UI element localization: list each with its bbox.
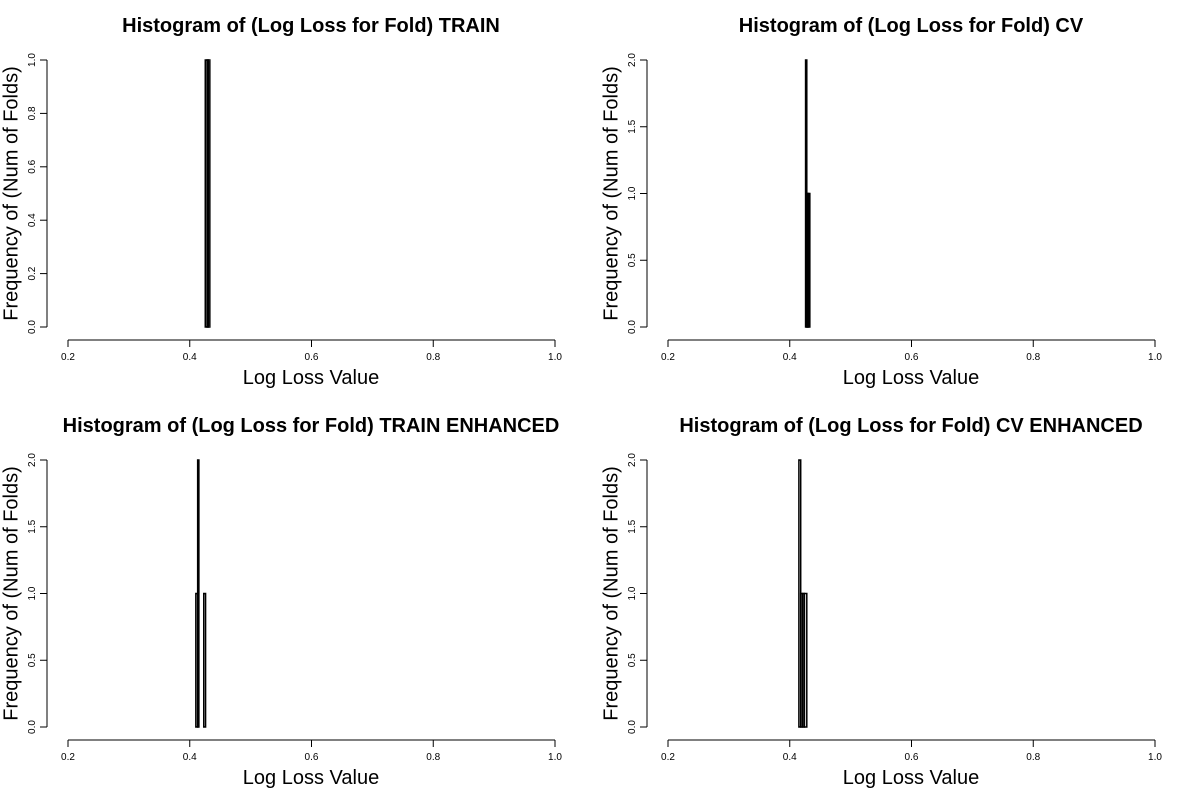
- y-tick-label: 0.6: [27, 159, 38, 173]
- x-tick-label: 0.4: [783, 352, 797, 363]
- y-tick-label: 1.0: [27, 586, 38, 600]
- y-tick-label: 0.0: [27, 320, 38, 334]
- x-tick-label: 1.0: [548, 352, 562, 363]
- x-tick-label: 1.0: [548, 752, 562, 763]
- y-tick-label: 1.5: [627, 119, 638, 133]
- chart-title: Histogram of (Log Loss for Fold) CV: [739, 15, 1084, 37]
- x-tick-label: 0.8: [426, 352, 440, 363]
- y-axis-label: Frequency of (Num of Folds): [600, 66, 622, 321]
- histogram-bar: [803, 592, 808, 728]
- y-tick-label: 0.0: [627, 320, 638, 334]
- y-tick-label: 0.4: [27, 213, 38, 227]
- x-tick-label: 1.0: [1148, 352, 1162, 363]
- y-tick-label: 0.8: [27, 106, 38, 120]
- y-tick-label: 0.5: [627, 253, 638, 267]
- x-tick-label: 0.2: [661, 352, 675, 363]
- x-axis-label: Log Loss Value: [243, 367, 379, 389]
- x-tick-label: 0.4: [183, 352, 197, 363]
- histogram-panel-3: Histogram of (Log Loss for Fold) TRAIN E…: [0, 415, 562, 789]
- x-tick-label: 1.0: [1148, 752, 1162, 763]
- x-tick-label: 0.4: [183, 752, 197, 763]
- x-tick-label: 0.6: [305, 352, 319, 363]
- histogram-panel-4: Histogram of (Log Loss for Fold) CV ENHA…: [600, 415, 1162, 789]
- y-tick-label: 1.5: [627, 519, 638, 533]
- y-tick-label: 0.2: [27, 266, 38, 280]
- x-tick-label: 0.2: [661, 752, 675, 763]
- y-tick-label: 1.0: [627, 186, 638, 200]
- x-axis-label: Log Loss Value: [843, 767, 979, 789]
- y-tick-label: 1.0: [27, 53, 38, 67]
- y-tick-label: 0.0: [627, 720, 638, 734]
- x-tick-label: 0.4: [783, 752, 797, 763]
- y-tick-label: 2.0: [627, 453, 638, 467]
- histogram-bar: [807, 192, 811, 328]
- y-axis-label: Frequency of (Num of Folds): [600, 466, 622, 721]
- chart-title: Histogram of (Log Loss for Fold) TRAIN: [122, 15, 500, 37]
- chart-title: Histogram of (Log Loss for Fold) CV ENHA…: [679, 415, 1142, 437]
- histogram-panel-1: Histogram of (Log Loss for Fold) TRAIN 0.…: [0, 15, 562, 389]
- y-tick-label: 0.5: [27, 653, 38, 667]
- x-axis-label: Log Loss Value: [243, 767, 379, 789]
- x-tick-label: 0.6: [905, 352, 919, 363]
- chart-title: Histogram of (Log Loss for Fold) TRAIN E…: [63, 415, 560, 437]
- histogram-bar: [196, 459, 200, 728]
- y-tick-label: 0.5: [627, 653, 638, 667]
- histogram-panel-2: Histogram of (Log Loss for Fold) CV 0.2 0.…: [600, 15, 1162, 389]
- x-tick-label: 0.8: [426, 752, 440, 763]
- y-axis-label: Frequency of (Num of Folds): [0, 466, 22, 721]
- y-axis-label: Frequency of (Num of Folds): [0, 66, 22, 321]
- histogram-bar: [203, 592, 207, 728]
- y-tick-label: 0.0: [27, 720, 38, 734]
- y-tick-label: 1.5: [27, 519, 38, 533]
- x-tick-label: 0.8: [1026, 352, 1040, 363]
- histogram-bar: [207, 59, 211, 328]
- x-axis-label: Log Loss Value: [843, 367, 979, 389]
- x-tick-label: 0.2: [61, 752, 75, 763]
- x-tick-label: 0.6: [305, 752, 319, 763]
- x-tick-label: 0.6: [905, 752, 919, 763]
- y-tick-label: 2.0: [27, 453, 38, 467]
- y-tick-label: 2.0: [627, 53, 638, 67]
- x-tick-label: 0.2: [61, 352, 75, 363]
- y-tick-label: 1.0: [627, 586, 638, 600]
- x-tick-label: 0.8: [1026, 752, 1040, 763]
